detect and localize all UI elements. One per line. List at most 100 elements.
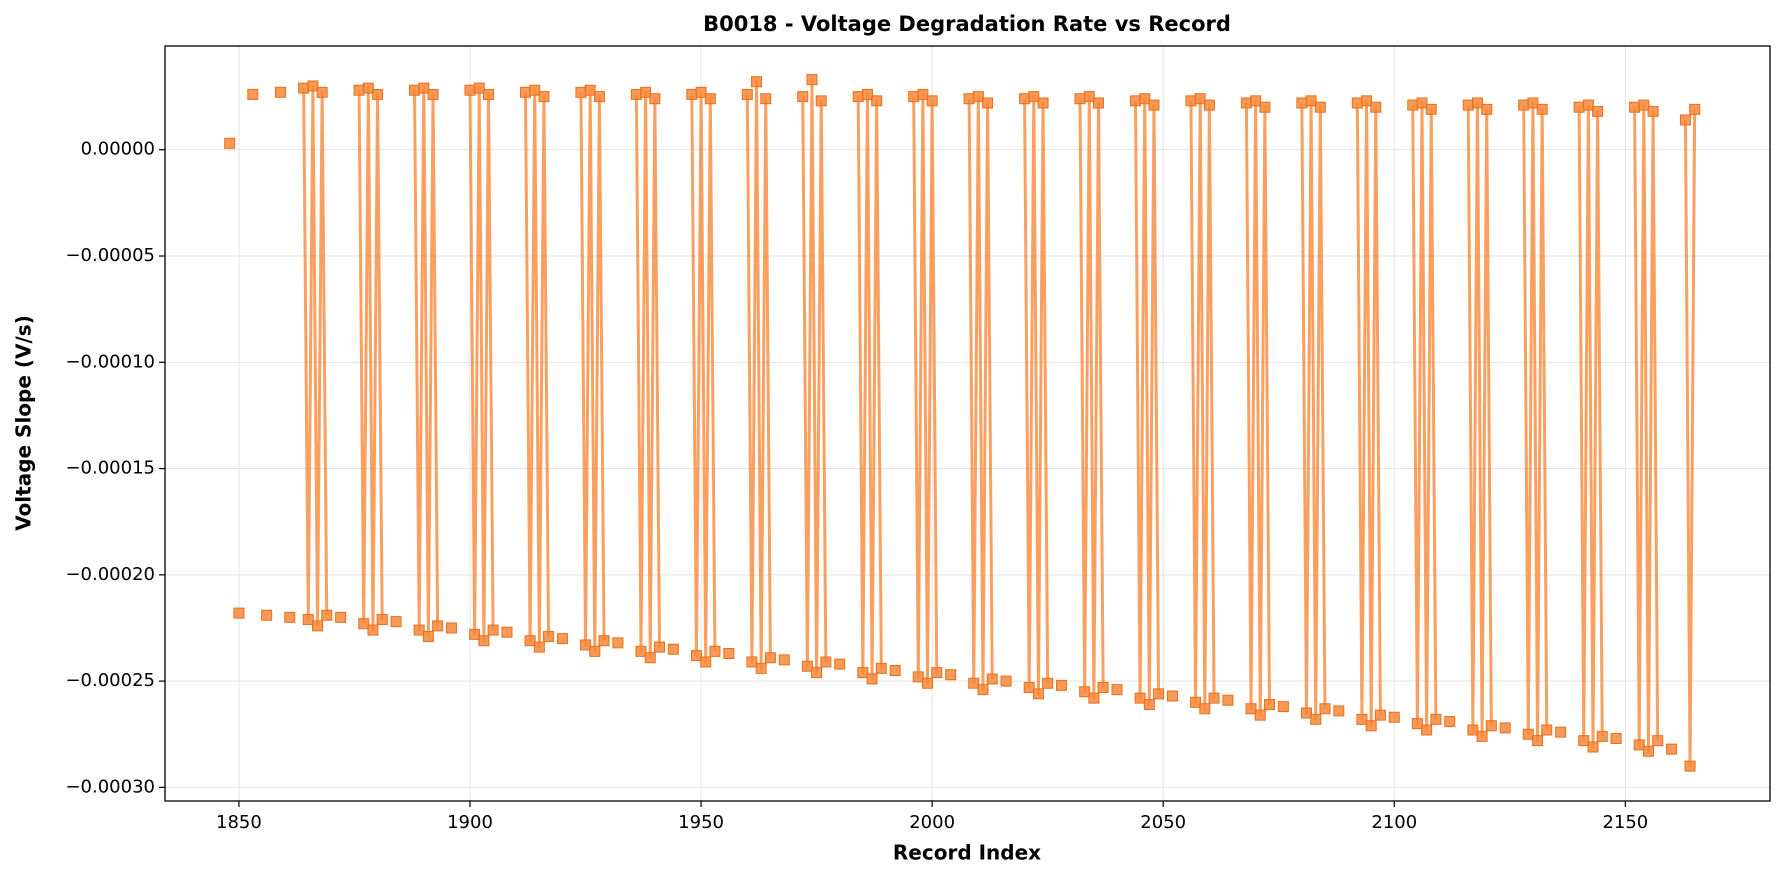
data-point (1522, 728, 1534, 740)
data-point (1430, 713, 1442, 725)
data-point (335, 611, 347, 623)
y-tick-label: −0.00010 (65, 351, 155, 372)
data-point (635, 645, 647, 657)
data-point (1319, 703, 1331, 715)
data-point (1374, 709, 1386, 721)
data-point (1370, 101, 1382, 113)
data-point (1356, 713, 1368, 725)
data-point (695, 86, 707, 98)
data-point (972, 91, 984, 103)
data-point (1139, 93, 1151, 105)
data-point (589, 645, 601, 657)
data-point (1250, 95, 1262, 107)
x-tick-label: 2100 (1371, 812, 1417, 833)
data-point (1416, 97, 1428, 109)
data-point (580, 639, 592, 651)
data-point (321, 609, 333, 621)
data-point (801, 660, 813, 672)
data-point (746, 656, 758, 668)
data-point (1652, 735, 1664, 747)
data-point (529, 84, 541, 96)
y-tick-label: −0.00025 (65, 670, 155, 691)
data-point (224, 137, 236, 149)
data-point (1093, 97, 1105, 109)
data-point (1264, 698, 1276, 710)
data-point (834, 658, 846, 670)
data-point (1310, 713, 1322, 725)
data-point (1028, 91, 1040, 103)
data-point (1097, 681, 1109, 693)
x-tick-label: 2000 (909, 812, 955, 833)
data-point (1684, 760, 1696, 772)
data-point (598, 635, 610, 647)
data-point (755, 662, 767, 674)
data-point (704, 93, 716, 105)
data-point (1388, 711, 1400, 723)
data-point (284, 611, 296, 623)
data-point (917, 88, 929, 100)
data-point (501, 626, 513, 638)
data-point (700, 656, 712, 668)
data-point (469, 628, 481, 640)
data-point (432, 620, 444, 632)
data-point (751, 76, 763, 88)
data-point (473, 82, 485, 94)
data-point (852, 91, 864, 103)
data-point (1148, 99, 1160, 111)
data-point (649, 93, 661, 105)
data-point (233, 607, 245, 619)
data-point (302, 613, 314, 625)
data-point (889, 664, 901, 676)
data-point (1222, 694, 1234, 706)
data-point (815, 95, 827, 107)
data-point (1629, 101, 1641, 113)
x-tick-label: 2150 (1602, 812, 1648, 833)
data-point (709, 645, 721, 657)
data-point (861, 88, 873, 100)
data-point (741, 88, 753, 100)
data-point (1333, 705, 1345, 717)
data-point (1642, 745, 1654, 757)
data-point (409, 84, 421, 96)
data-point (797, 91, 809, 103)
data-point (1023, 681, 1035, 693)
x-tick-label: 1950 (678, 812, 724, 833)
data-point (912, 671, 924, 683)
data-point (464, 84, 476, 96)
data-point (1129, 95, 1141, 107)
data-point (926, 95, 938, 107)
data-point (1444, 716, 1456, 728)
data-point (1485, 720, 1497, 732)
data-point (1079, 686, 1091, 698)
data-point (1471, 97, 1483, 109)
data-point (1421, 724, 1433, 736)
data-point (1277, 701, 1289, 713)
data-point (312, 620, 324, 632)
data-point (556, 633, 568, 645)
data-point (1042, 677, 1054, 689)
data-point (686, 88, 698, 100)
data-point (963, 93, 975, 105)
data-point (372, 88, 384, 100)
x-tick-label: 1900 (447, 812, 493, 833)
data-point (1666, 743, 1678, 755)
data-point (1638, 99, 1650, 111)
data-point (778, 654, 790, 666)
data-point (1481, 103, 1493, 115)
data-point (1541, 724, 1553, 736)
data-point (519, 86, 531, 98)
data-point (1467, 724, 1479, 736)
x-tick-label: 1850 (216, 812, 262, 833)
data-point (1245, 703, 1257, 715)
data-point (931, 667, 943, 679)
data-point (1592, 105, 1604, 117)
data-point (1582, 99, 1594, 111)
data-point (1305, 95, 1317, 107)
data-point (908, 91, 920, 103)
data-point (1351, 97, 1363, 109)
data-point (1596, 730, 1608, 742)
data-point (1573, 101, 1585, 113)
data-point (478, 635, 490, 647)
data-point (1499, 722, 1511, 734)
